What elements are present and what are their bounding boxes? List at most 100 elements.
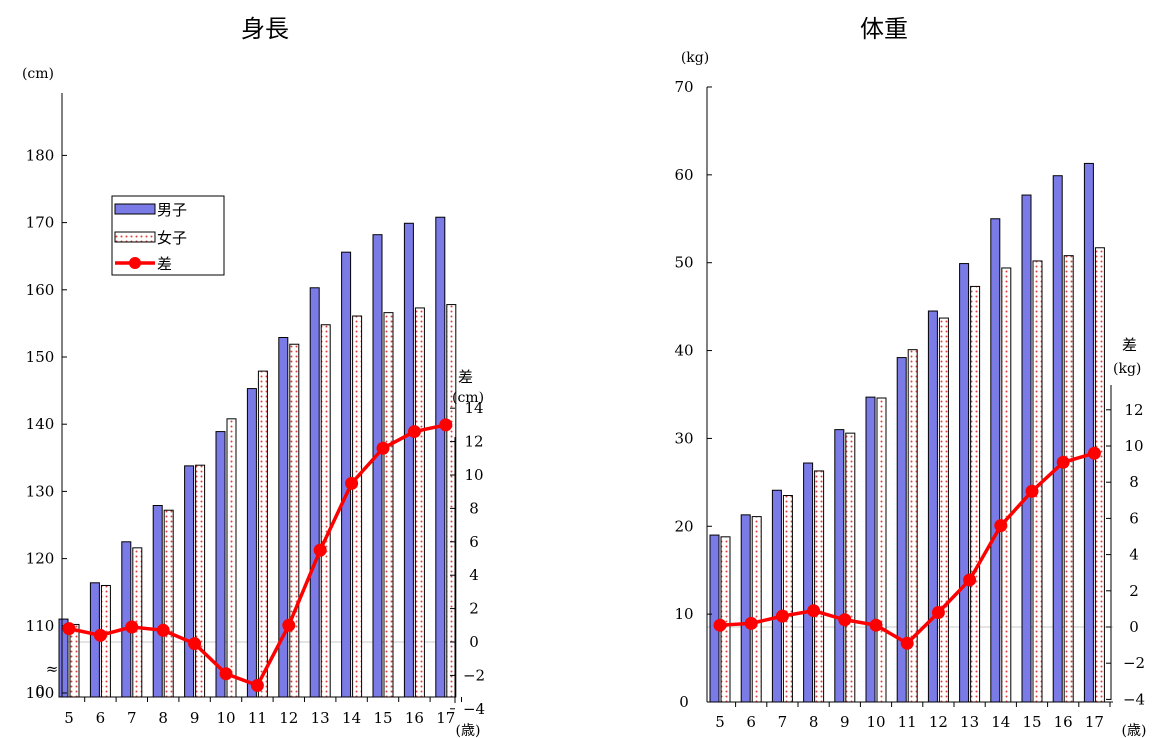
legend-label-diff: 差 <box>157 255 172 273</box>
height-x-tick-label: 7 <box>127 709 137 727</box>
height-x-tick-label: 17 <box>436 709 455 727</box>
weight-x-tick-label: 12 <box>929 713 948 731</box>
height-bar-boys-13 <box>309 287 320 698</box>
weight-y-tick-label: 10 <box>674 605 693 623</box>
height-x-tick-label: 14 <box>342 709 361 727</box>
height-bar-boys-10 <box>215 431 226 698</box>
weight-bar-girls-8 <box>814 470 825 703</box>
weight-x-tick-label: 15 <box>1022 713 1041 731</box>
height-y-unit: (cm) <box>22 66 54 82</box>
height-diff-point-17 <box>439 418 453 432</box>
height-y2-tick-label: 8 <box>469 499 479 517</box>
height-bar-girls-9 <box>195 464 206 698</box>
weight-diff-point-15 <box>1025 484 1039 498</box>
height-y2-tick-label: 6 <box>469 533 479 551</box>
weight-y2-tick-label: 0 <box>1129 618 1139 636</box>
height-axis-break-symbol: ≈ <box>46 660 59 678</box>
weight-x-tick-label: 16 <box>1054 713 1073 731</box>
weight-y-tick-label: 20 <box>674 517 693 535</box>
weight-x-tick-label: 5 <box>715 713 725 731</box>
weight-y-unit: (kg) <box>681 50 709 66</box>
height-y-tick-label: 140 <box>26 415 55 433</box>
weight-x-tick-label: 14 <box>991 713 1010 731</box>
weight-diff-point-5 <box>713 618 727 632</box>
weight-bar-boys-9 <box>834 429 845 703</box>
height-chart-title: 身長 <box>241 15 289 43</box>
weight-bar-girls-12 <box>938 317 949 703</box>
weight-y2-title: 差 <box>1122 336 1137 354</box>
weight-bar-girls-13 <box>970 285 981 703</box>
height-bar-girls-8 <box>163 509 174 698</box>
weight-bar-girls-6 <box>751 516 762 703</box>
weight-diff-point-17 <box>1087 446 1101 460</box>
weight-diff-point-9 <box>838 613 852 627</box>
weight-diff-point-11 <box>900 636 914 650</box>
weight-diff-point-13 <box>963 573 977 587</box>
height-diff-point-9 <box>188 637 202 651</box>
weight-y-tick-label: 70 <box>674 78 693 96</box>
height-y-tick-label: 180 <box>26 146 55 164</box>
height-diff-point-16 <box>407 425 421 439</box>
weight-y2-tick-label: 12 <box>1124 401 1143 419</box>
height-y-tick-label: 100 <box>26 684 55 702</box>
weight-y2-unit: (kg) <box>1113 361 1141 377</box>
height-bar-girls-5 <box>69 623 80 698</box>
weight-y2-tick-label: −4 <box>1123 690 1145 708</box>
weight-y2-tick-label: −2 <box>1123 654 1145 672</box>
weight-x-tick-label: 17 <box>1085 713 1104 731</box>
height-y-tick-label: 160 <box>26 281 55 299</box>
height-y2-tick-label: 12 <box>464 433 483 451</box>
height-y2-tick-label: 14 <box>464 399 483 417</box>
weight-bar-boys-6 <box>740 514 751 703</box>
height-y2-tick-label: −2 <box>463 666 485 684</box>
weight-y2-tick-label: 2 <box>1129 582 1139 600</box>
weight-bar-girls-14 <box>1001 267 1012 703</box>
height-diff-point-12 <box>282 618 296 632</box>
weight-bar-boys-11 <box>896 357 907 703</box>
weight-bar-boys-15 <box>1021 194 1032 703</box>
height-x-tick-label: 13 <box>311 709 330 727</box>
height-bar-boys-9 <box>184 465 195 698</box>
weight-x-tick-label: 8 <box>809 713 819 731</box>
weight-diff-point-12 <box>931 606 945 620</box>
height-x-tick-label: 16 <box>405 709 424 727</box>
height-y2-title: 差 <box>458 368 473 386</box>
weight-x-tick-label: 13 <box>960 713 979 731</box>
height-bar-girls-10 <box>226 418 237 698</box>
height-bar-boys-15 <box>372 234 383 698</box>
height-diff-point-11 <box>250 678 264 692</box>
height-diff-point-6 <box>93 628 107 642</box>
weight-diff-point-6 <box>744 616 758 630</box>
weight-y-tick-label: 50 <box>674 254 693 272</box>
weight-bar-boys-14 <box>990 218 1001 703</box>
height-x-tick-label: 9 <box>190 709 200 727</box>
height-bar-girls-13 <box>320 324 331 698</box>
weight-diff-point-16 <box>1056 455 1070 469</box>
legend-swatch-boys <box>114 203 156 215</box>
height-x-unit: (歳) <box>456 723 481 738</box>
height-bar-girls-11 <box>257 370 268 698</box>
height-diff-point-10 <box>219 667 233 681</box>
height-y2-unit: (cm) <box>452 390 484 406</box>
weight-bar-girls-9 <box>845 432 856 703</box>
height-y-tick-label: 0 <box>35 682 45 700</box>
height-diff-point-13 <box>313 543 327 557</box>
weight-x-tick-label: 7 <box>778 713 788 731</box>
height-y-tick-label: 130 <box>26 482 55 500</box>
height-bar-boys-17 <box>435 216 446 698</box>
weight-y-tick-label: 30 <box>674 429 693 447</box>
height-x-tick-label: 15 <box>373 709 392 727</box>
height-diff-point-14 <box>345 476 359 490</box>
weight-bar-boys-7 <box>771 489 782 703</box>
height-x-tick-label: 5 <box>64 709 74 727</box>
height-bar-girls-15 <box>383 312 394 698</box>
height-bar-boys-8 <box>152 505 163 698</box>
height-bar-girls-16 <box>414 307 425 698</box>
height-bar-girls-17 <box>446 304 457 698</box>
weight-bar-boys-8 <box>803 462 814 703</box>
